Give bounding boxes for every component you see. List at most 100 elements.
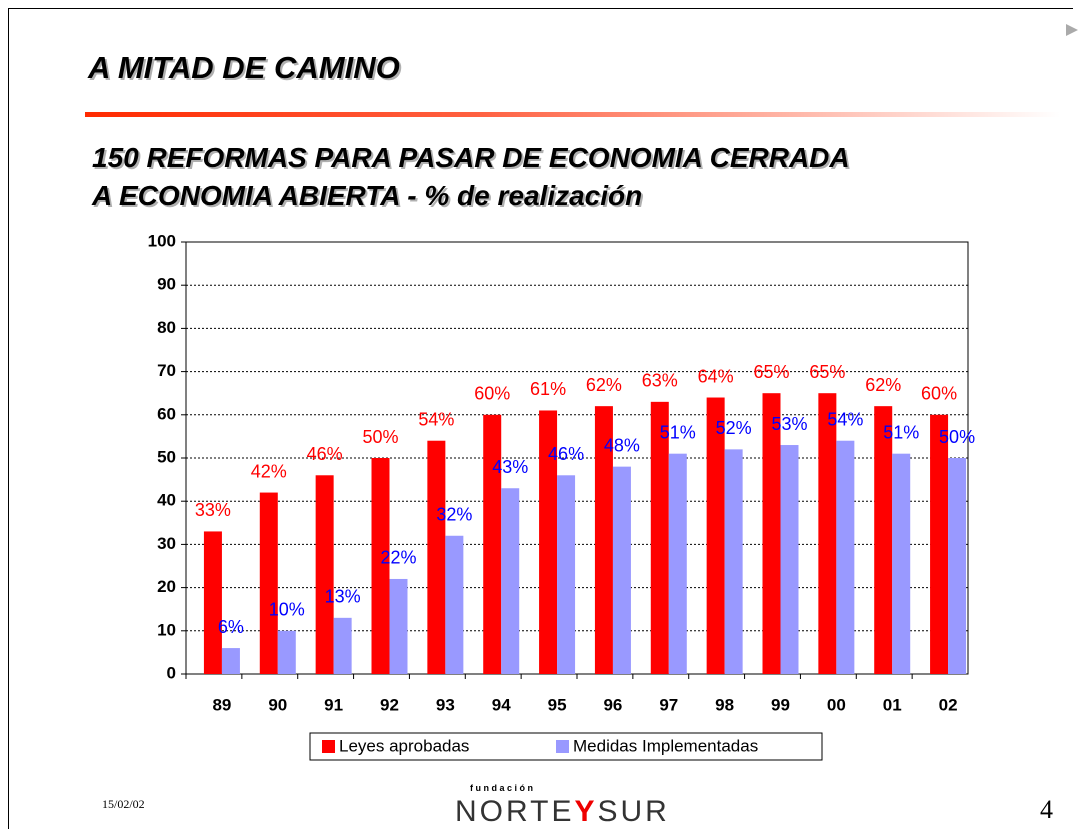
bar: [483, 414, 502, 674]
bar: [277, 630, 296, 674]
legend-swatch: [322, 740, 335, 753]
data-label: 54%: [418, 409, 454, 429]
bar: [650, 401, 669, 674]
data-label: 50%: [362, 427, 398, 447]
page-number: 4: [1040, 795, 1053, 824]
legend-swatch: [556, 740, 569, 753]
y-tick-label: 40: [157, 491, 176, 510]
bar: [594, 406, 613, 674]
y-tick-label: 80: [157, 318, 176, 337]
bar: [668, 453, 687, 674]
data-label: 10%: [269, 600, 305, 620]
bar: [371, 458, 390, 674]
data-label: 13%: [325, 587, 361, 607]
data-label: 6%: [218, 617, 244, 637]
bar: [948, 458, 967, 674]
bar: [874, 406, 893, 674]
logo: NORTEYSUR: [455, 795, 670, 829]
slide-border: [8, 8, 1073, 829]
y-tick-label: 50: [157, 447, 176, 466]
bar: [333, 617, 352, 674]
bar: [762, 393, 781, 674]
bar: [818, 393, 837, 674]
bar: [706, 397, 725, 674]
title: A MITAD DE CAMINO: [88, 50, 400, 85]
bar: [612, 466, 631, 674]
y-tick-label: 20: [157, 577, 176, 596]
data-label: 50%: [939, 427, 975, 447]
y-tick-label: 30: [157, 534, 176, 553]
x-tick-label: 96: [603, 695, 622, 714]
bar: [315, 475, 334, 674]
data-label: 65%: [753, 362, 789, 382]
data-label: 48%: [604, 435, 640, 455]
bar: [203, 531, 222, 674]
y-tick-label: 60: [157, 404, 176, 423]
logo-text: SUR: [597, 795, 670, 828]
data-label: 46%: [548, 444, 584, 464]
data-label: 46%: [307, 444, 343, 464]
x-tick-label: 90: [268, 695, 287, 714]
subtitle-line: A ECONOMIA ABIERTA - % de realización: [92, 180, 643, 211]
data-label: 62%: [586, 375, 622, 395]
y-tick-label: 70: [157, 361, 176, 380]
bar: [501, 488, 520, 674]
data-label: 53%: [771, 414, 807, 434]
bar: [539, 410, 558, 674]
data-label: 60%: [921, 384, 957, 404]
data-label: 61%: [530, 379, 566, 399]
bar: [259, 492, 278, 674]
data-label: 54%: [827, 409, 863, 429]
subtitle-line: 150 REFORMAS PARA PASAR DE ECONOMIA CERR…: [92, 142, 850, 173]
bar: [445, 535, 464, 674]
x-tick-label: 92: [380, 695, 399, 714]
y-tick-label: 100: [148, 231, 176, 250]
data-label: 51%: [660, 422, 696, 442]
x-tick-label: 00: [827, 695, 846, 714]
legend-label: Medidas Implementadas: [573, 736, 758, 755]
x-tick-label: 98: [715, 695, 734, 714]
x-tick-label: 94: [492, 695, 511, 714]
x-tick-label: 01: [883, 695, 902, 714]
bar: [836, 440, 855, 674]
footer-date: 15/02/02: [102, 797, 145, 811]
x-tick-label: 99: [771, 695, 790, 714]
data-label: 52%: [716, 418, 752, 438]
x-tick-label: 93: [436, 695, 455, 714]
bar: [221, 648, 240, 674]
bar: [427, 440, 446, 674]
bar: [389, 578, 408, 674]
data-label: 32%: [436, 505, 472, 525]
bar: [724, 449, 743, 674]
data-label: 33%: [195, 500, 231, 520]
logo-small: f u n d a c i ó n: [470, 783, 533, 793]
y-tick-label: 0: [167, 663, 176, 682]
bar: [780, 445, 799, 674]
bar: [557, 475, 576, 674]
data-label: 63%: [642, 371, 678, 391]
bar: [930, 414, 949, 674]
data-label: 22%: [380, 548, 416, 568]
x-tick-label: 89: [212, 695, 231, 714]
x-tick-label: 97: [659, 695, 678, 714]
x-tick-label: 95: [548, 695, 567, 714]
bar: [892, 453, 911, 674]
data-label: 51%: [883, 422, 919, 442]
data-label: 64%: [698, 366, 734, 386]
logo-text: NORTE: [455, 795, 575, 828]
data-label: 42%: [251, 461, 287, 481]
data-label: 65%: [809, 362, 845, 382]
x-tick-label: 91: [324, 695, 343, 714]
next-arrow[interactable]: [1066, 24, 1078, 36]
data-label: 62%: [865, 375, 901, 395]
data-label: 43%: [492, 457, 528, 477]
y-tick-label: 10: [157, 620, 176, 639]
y-tick-label: 90: [157, 275, 176, 294]
data-label: 60%: [474, 384, 510, 404]
legend-label: Leyes aprobadas: [339, 736, 469, 755]
title-rule: [85, 112, 1060, 117]
logo-text: Y: [574, 795, 598, 828]
x-tick-label: 02: [939, 695, 958, 714]
